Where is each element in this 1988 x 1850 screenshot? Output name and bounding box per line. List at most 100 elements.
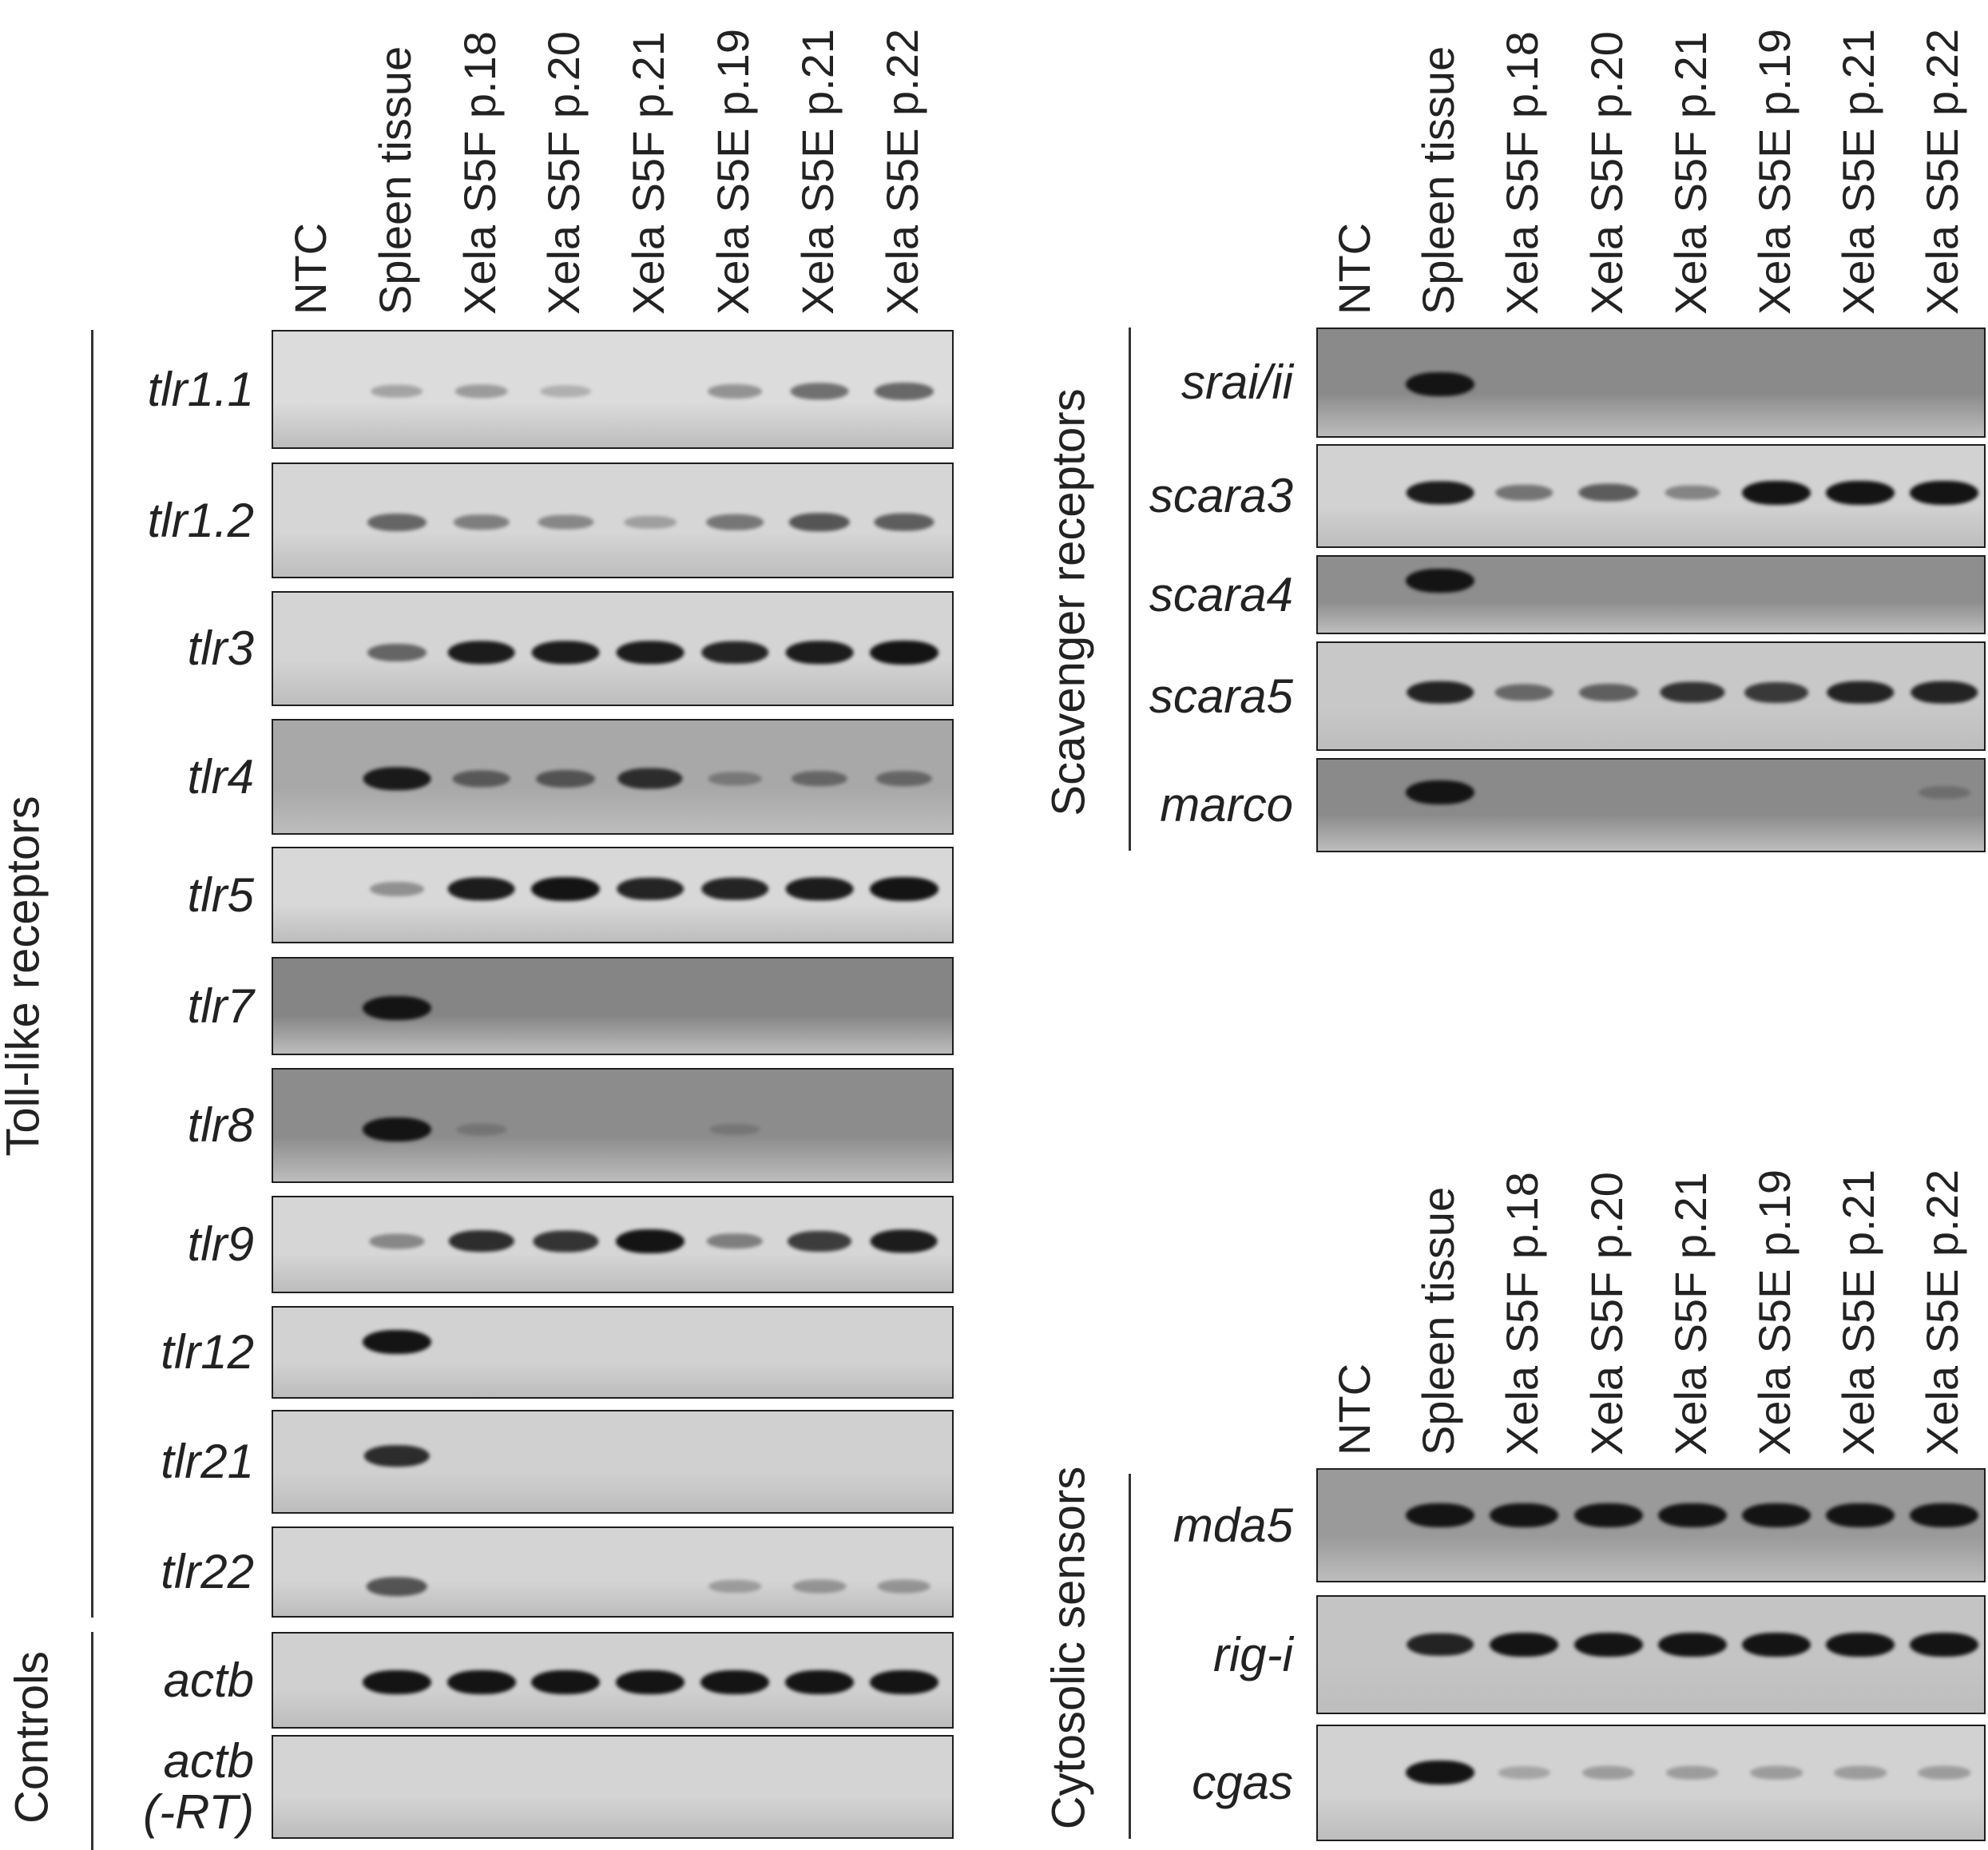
gene-label: tlr1.1 — [147, 362, 254, 416]
gel-image — [272, 330, 954, 449]
lane-header: Xela S5F p.21 — [1665, 1172, 1716, 1455]
lane-header: Xela S5E p.22 — [1917, 28, 1968, 315]
gel-image — [272, 847, 954, 943]
gene-label: actb — [163, 1653, 254, 1707]
gel-band — [369, 881, 424, 896]
lane-header: Spleen tissue — [1413, 46, 1464, 315]
gel-band — [791, 770, 847, 787]
gel-band — [1573, 1632, 1643, 1657]
lane-header: Xela S5F p.20 — [538, 31, 589, 315]
gene-label: tlr9 — [187, 1217, 254, 1271]
gel-band — [1498, 1766, 1550, 1780]
gel-image — [1316, 1595, 1986, 1714]
gel-band — [869, 640, 938, 665]
gel-band — [700, 1669, 769, 1694]
gel-band — [531, 876, 601, 901]
gene-label: mda5 — [1173, 1498, 1293, 1552]
gel-band — [369, 1233, 425, 1249]
gel-band — [540, 384, 592, 398]
gene-label: scara5 — [1149, 669, 1293, 723]
gel-band — [1660, 681, 1725, 704]
gel-image — [272, 1196, 954, 1293]
gel-band — [1406, 1503, 1475, 1528]
lane-header: Xela S5F p.20 — [1581, 1172, 1632, 1455]
gel-band — [1665, 485, 1720, 500]
gel-band — [1406, 568, 1475, 593]
gel-image — [272, 1735, 954, 1839]
gel-band — [1826, 480, 1895, 505]
gel-band — [870, 1229, 938, 1253]
gel-band — [446, 1669, 516, 1694]
gel-band — [1406, 780, 1475, 805]
gel-band — [538, 514, 593, 530]
gel-band — [1750, 1766, 1803, 1780]
gel-band — [454, 383, 508, 399]
gene-label: tlr5 — [187, 867, 254, 922]
gene-label: scara3 — [1149, 469, 1293, 522]
gel-band — [371, 384, 423, 398]
gel-image — [1316, 1725, 1986, 1841]
gel-image — [272, 591, 954, 706]
gel-band — [1744, 681, 1808, 703]
gel-band — [1919, 786, 1970, 800]
gel-image — [272, 1632, 954, 1729]
gel-band — [1490, 1503, 1559, 1528]
gel-band — [788, 512, 850, 532]
gel-band — [362, 1117, 431, 1141]
gel-band — [784, 1669, 854, 1694]
gene-label: tlr12 — [161, 1325, 254, 1379]
gel-band — [1657, 1503, 1727, 1528]
gel-band — [367, 513, 427, 531]
gel-band — [362, 995, 431, 1020]
gel-band — [1742, 1632, 1811, 1657]
group-bracket-line — [1129, 328, 1131, 851]
gel-band — [453, 514, 510, 530]
gel-band — [1911, 681, 1978, 704]
gene-label: cgas — [1192, 1756, 1293, 1809]
lane-header: Xela S5E p.22 — [876, 28, 927, 315]
gel-band — [1910, 480, 1979, 505]
gel-band — [1826, 1503, 1895, 1528]
gel-image — [1316, 328, 1986, 438]
gel-band — [1657, 1632, 1727, 1657]
gel-band — [1742, 480, 1811, 505]
gel-band — [708, 771, 762, 786]
gel-band — [1742, 1503, 1811, 1528]
lane-header: Xela S5E p.21 — [1833, 28, 1884, 315]
gel-band — [706, 514, 764, 530]
lane-header: Xela S5F p.21 — [1665, 31, 1716, 315]
gel-image — [1316, 444, 1986, 548]
gene-label: tlr3 — [187, 621, 254, 675]
gene-label: srai/ii — [1180, 355, 1293, 409]
lane-header: Spleen tissue — [369, 46, 420, 315]
gel-band — [709, 1123, 760, 1136]
gel-band — [367, 643, 427, 661]
gel-band — [1407, 681, 1474, 704]
lane-header: Xela S5E p.19 — [708, 28, 758, 315]
group-bracket-line — [91, 330, 93, 1618]
gel-image — [1316, 1468, 1986, 1582]
lane-header: Xela S5E p.22 — [1917, 1169, 1968, 1455]
gel-band — [616, 1229, 685, 1253]
gel-image — [1316, 758, 1986, 852]
gel-band — [366, 1577, 427, 1596]
gel-band — [708, 383, 762, 399]
gel-band — [785, 641, 854, 665]
gel-band — [617, 877, 684, 901]
gel-image — [272, 719, 954, 835]
gel-band — [877, 1579, 931, 1594]
gene-label: tlr8 — [187, 1098, 254, 1152]
gel-band — [701, 641, 768, 665]
lane-header: Xela S5F p.18 — [454, 31, 505, 315]
gel-band — [531, 641, 600, 665]
gene-label: tlr1.2 — [147, 493, 254, 547]
gel-band — [624, 515, 677, 529]
gel-band — [1573, 1503, 1643, 1528]
gel-band — [1910, 1503, 1979, 1528]
gel-band — [790, 382, 849, 400]
gel-image — [1316, 641, 1986, 751]
lane-header: Xela S5F p.18 — [1497, 31, 1548, 315]
gel-band — [1406, 1761, 1475, 1785]
gel-band — [1406, 480, 1474, 505]
gel-band — [1827, 681, 1894, 704]
